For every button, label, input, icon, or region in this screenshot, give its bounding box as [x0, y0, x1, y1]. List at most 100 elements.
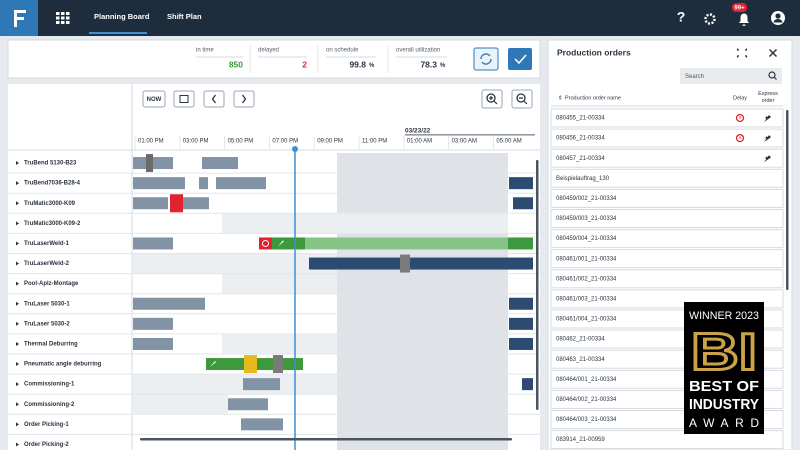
- order-row[interactable]: [550, 148, 784, 168]
- job-bar[interactable]: [133, 197, 168, 210]
- job-bar[interactable]: [199, 177, 208, 190]
- job-bar[interactable]: [202, 157, 238, 170]
- zoom-in-button[interactable]: [481, 89, 503, 109]
- expand-arrow[interactable]: [16, 241, 19, 246]
- resource-name[interactable]: TruLaserWeld-1: [24, 241, 70, 247]
- expand-arrow[interactable]: [16, 442, 19, 447]
- sort-icon[interactable]: ⇕: [558, 94, 563, 101]
- job-bar[interactable]: [522, 378, 533, 391]
- order-name: 080463_21-00334: [556, 357, 605, 363]
- job-bar[interactable]: [170, 194, 183, 213]
- expand-arrow[interactable]: [16, 281, 19, 286]
- off-shift: [222, 333, 337, 354]
- job-bar[interactable]: [305, 237, 508, 250]
- job-bar[interactable]: [146, 154, 153, 173]
- apps-icon[interactable]: [56, 12, 70, 24]
- column-header[interactable]: Express order: [758, 91, 778, 104]
- calendar-button[interactable]: [173, 90, 195, 108]
- job-bar[interactable]: [400, 254, 410, 273]
- resource-name[interactable]: Commissioning-1: [24, 382, 75, 388]
- next-button[interactable]: [233, 90, 255, 108]
- user-icon-head: [775, 13, 781, 19]
- job-bar[interactable]: [272, 237, 305, 250]
- tab[interactable]: Shift Plan: [167, 12, 202, 21]
- expand-arrow[interactable]: [16, 261, 19, 266]
- order-row[interactable]: [550, 188, 784, 208]
- resource-name[interactable]: Order Picking-1: [24, 422, 69, 428]
- scrollbar[interactable]: [786, 110, 789, 290]
- expand-arrow[interactable]: [16, 201, 19, 206]
- resource-name[interactable]: TruBend 5130-B23: [24, 161, 77, 167]
- expand-arrow[interactable]: [16, 221, 19, 226]
- notifications-icon[interactable]: [739, 13, 749, 27]
- resource-name[interactable]: Thermal Deburring: [24, 342, 78, 348]
- kpi-value: 850: [229, 59, 243, 69]
- job-bar[interactable]: [509, 337, 533, 350]
- order-row[interactable]: [550, 209, 784, 228]
- v-scrollbar[interactable]: [536, 160, 539, 410]
- column-header[interactable]: Production order name: [565, 95, 621, 101]
- job-bar[interactable]: [259, 237, 272, 250]
- resource-name[interactable]: Pneumatic angle deburring: [24, 362, 102, 368]
- refresh-button[interactable]: [473, 47, 499, 71]
- search-box[interactable]: [680, 68, 782, 84]
- order-row[interactable]: [550, 168, 784, 188]
- close-icon[interactable]: [768, 48, 778, 58]
- delay-icon: [262, 239, 269, 247]
- expand-arrow[interactable]: [16, 161, 19, 166]
- resource-name[interactable]: Commissioning-2: [24, 402, 75, 408]
- expand-arrow[interactable]: [16, 301, 19, 306]
- previous-button[interactable]: [203, 90, 225, 108]
- job-bar[interactable]: [133, 177, 185, 190]
- resource-name[interactable]: TruMatic3000-K09-2: [24, 221, 81, 227]
- now-button[interactable]: [142, 90, 166, 108]
- job-bar[interactable]: [133, 237, 173, 250]
- job-bar[interactable]: [509, 177, 533, 190]
- resource-name[interactable]: Pool-Aplz-Montage: [24, 281, 79, 287]
- job-bar[interactable]: [228, 398, 268, 411]
- settings-icon[interactable]: [704, 13, 716, 25]
- job-bar[interactable]: [509, 317, 533, 330]
- order-row[interactable]: [550, 108, 784, 128]
- job-bar[interactable]: [216, 177, 266, 190]
- job-bar[interactable]: [508, 237, 533, 250]
- confirm-button[interactable]: [508, 48, 532, 70]
- tab[interactable]: Planning Board: [94, 12, 150, 21]
- time-label: 11:00 PM: [362, 139, 387, 145]
- resource-name[interactable]: TruMatic3000-K09: [24, 201, 76, 207]
- job-bar[interactable]: [133, 297, 205, 310]
- job-bar[interactable]: [133, 317, 173, 330]
- job-bar[interactable]: [509, 297, 533, 310]
- expand-arrow[interactable]: [16, 321, 19, 326]
- job-bar[interactable]: [133, 337, 173, 350]
- expand-arrow[interactable]: [16, 402, 19, 407]
- column-header[interactable]: Delay: [733, 95, 747, 101]
- job-bar[interactable]: [273, 355, 283, 374]
- job-bar[interactable]: [183, 197, 209, 210]
- expand-icon[interactable]: [736, 48, 748, 58]
- order-row[interactable]: [550, 269, 784, 289]
- order-row[interactable]: [550, 229, 784, 249]
- help-icon[interactable]: ?: [677, 9, 686, 25]
- resource-name[interactable]: TruBend7036-B28-4: [24, 181, 81, 187]
- expand-arrow[interactable]: [16, 181, 19, 186]
- order-row[interactable]: [550, 249, 784, 269]
- job-bar[interactable]: [241, 418, 283, 431]
- resource-name[interactable]: TruLaser 5030-2: [24, 321, 70, 327]
- resource-name[interactable]: TruLaser 5030-1: [24, 301, 70, 307]
- delay-icon-hands: [739, 136, 742, 139]
- zoom-out-button[interactable]: [511, 89, 533, 109]
- resource-name[interactable]: Order Picking-2: [24, 442, 69, 448]
- job-bar[interactable]: [513, 197, 533, 210]
- expand-arrow[interactable]: [16, 422, 19, 427]
- resource-name[interactable]: TruLaserWeld-2: [24, 261, 70, 267]
- job-bar[interactable]: [244, 355, 257, 374]
- h-scrollbar[interactable]: [140, 438, 512, 441]
- order-row[interactable]: [550, 128, 784, 148]
- expand-arrow[interactable]: [16, 382, 19, 387]
- order-row[interactable]: [550, 430, 784, 450]
- job-bar[interactable]: [309, 257, 533, 270]
- job-bar[interactable]: [243, 378, 280, 391]
- expand-arrow[interactable]: [16, 362, 19, 367]
- expand-arrow[interactable]: [16, 341, 19, 346]
